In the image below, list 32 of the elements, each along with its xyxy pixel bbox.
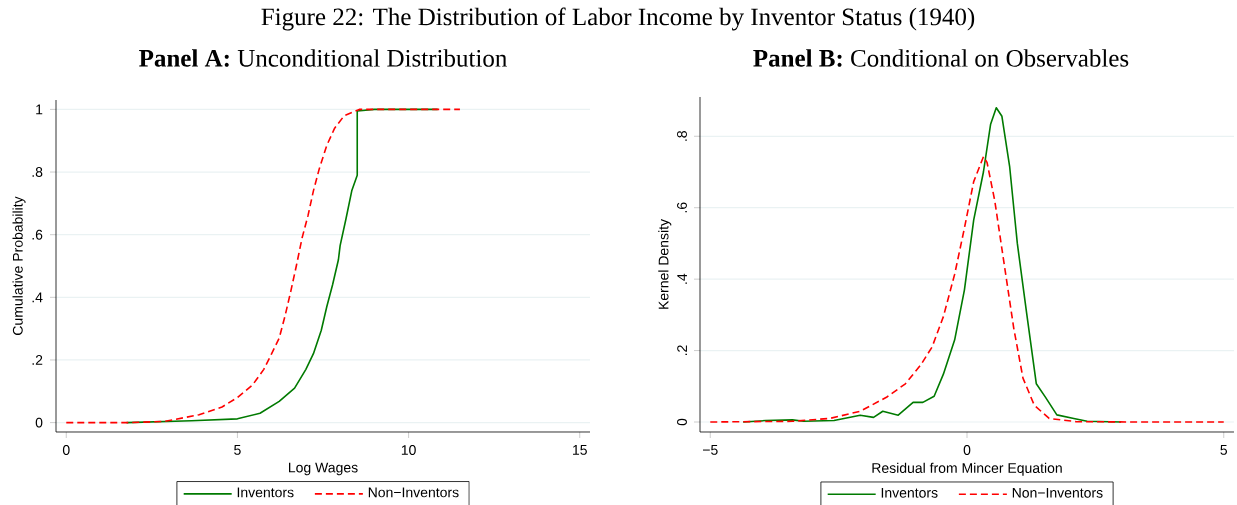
y-tick-label: 1	[36, 104, 43, 115]
chart-title: Panel B: Conditional on Observables	[753, 49, 1129, 67]
y-tick-label: 0	[35, 417, 43, 428]
y-tick-label: .4	[677, 273, 687, 284]
x-tick-label: −5	[702, 445, 718, 455]
legend-label: Inventors	[237, 487, 294, 498]
line-series	[65, 108, 461, 424]
x-tick-label: 5	[1220, 445, 1228, 455]
y-tick-label: .6	[677, 202, 687, 213]
legend-label: Non−Inventors	[1012, 487, 1103, 498]
chart-title: Figure 22: The Distribution of Labor Income by Inventor Status (1940)	[261, 7, 975, 31]
x-axis-title: Log Wages	[289, 462, 358, 476]
y-tick-label: .2	[677, 345, 687, 356]
chart-subtitle: Panel A: Unconditional Distribution	[139, 49, 507, 67]
x-tick-label: 0	[963, 445, 971, 455]
x-tick-label: 10	[401, 445, 416, 455]
y-tick-label: .8	[32, 167, 43, 177]
x-tick-label: 15	[573, 445, 587, 455]
x-tick-label: 0	[62, 445, 70, 455]
x-tick-label: 5	[234, 445, 241, 455]
y-axis-title: Cumulative Probability	[12, 196, 26, 335]
y-axis-title: Kernel Density	[658, 219, 672, 309]
x-axis-title: Residual from Mincer Equation	[872, 462, 1062, 476]
y-tick-label: .4	[32, 292, 43, 303]
legend-label: Non−Inventors	[368, 487, 459, 498]
line-series	[742, 106, 1122, 423]
y-tick-label: .8	[677, 131, 687, 141]
y-tick-label: .2	[32, 355, 43, 365]
y-tick-label: .6	[32, 229, 43, 240]
line-series	[709, 155, 1225, 423]
legend-label: Inventors	[881, 487, 938, 498]
y-tick-label: 0	[677, 418, 687, 426]
